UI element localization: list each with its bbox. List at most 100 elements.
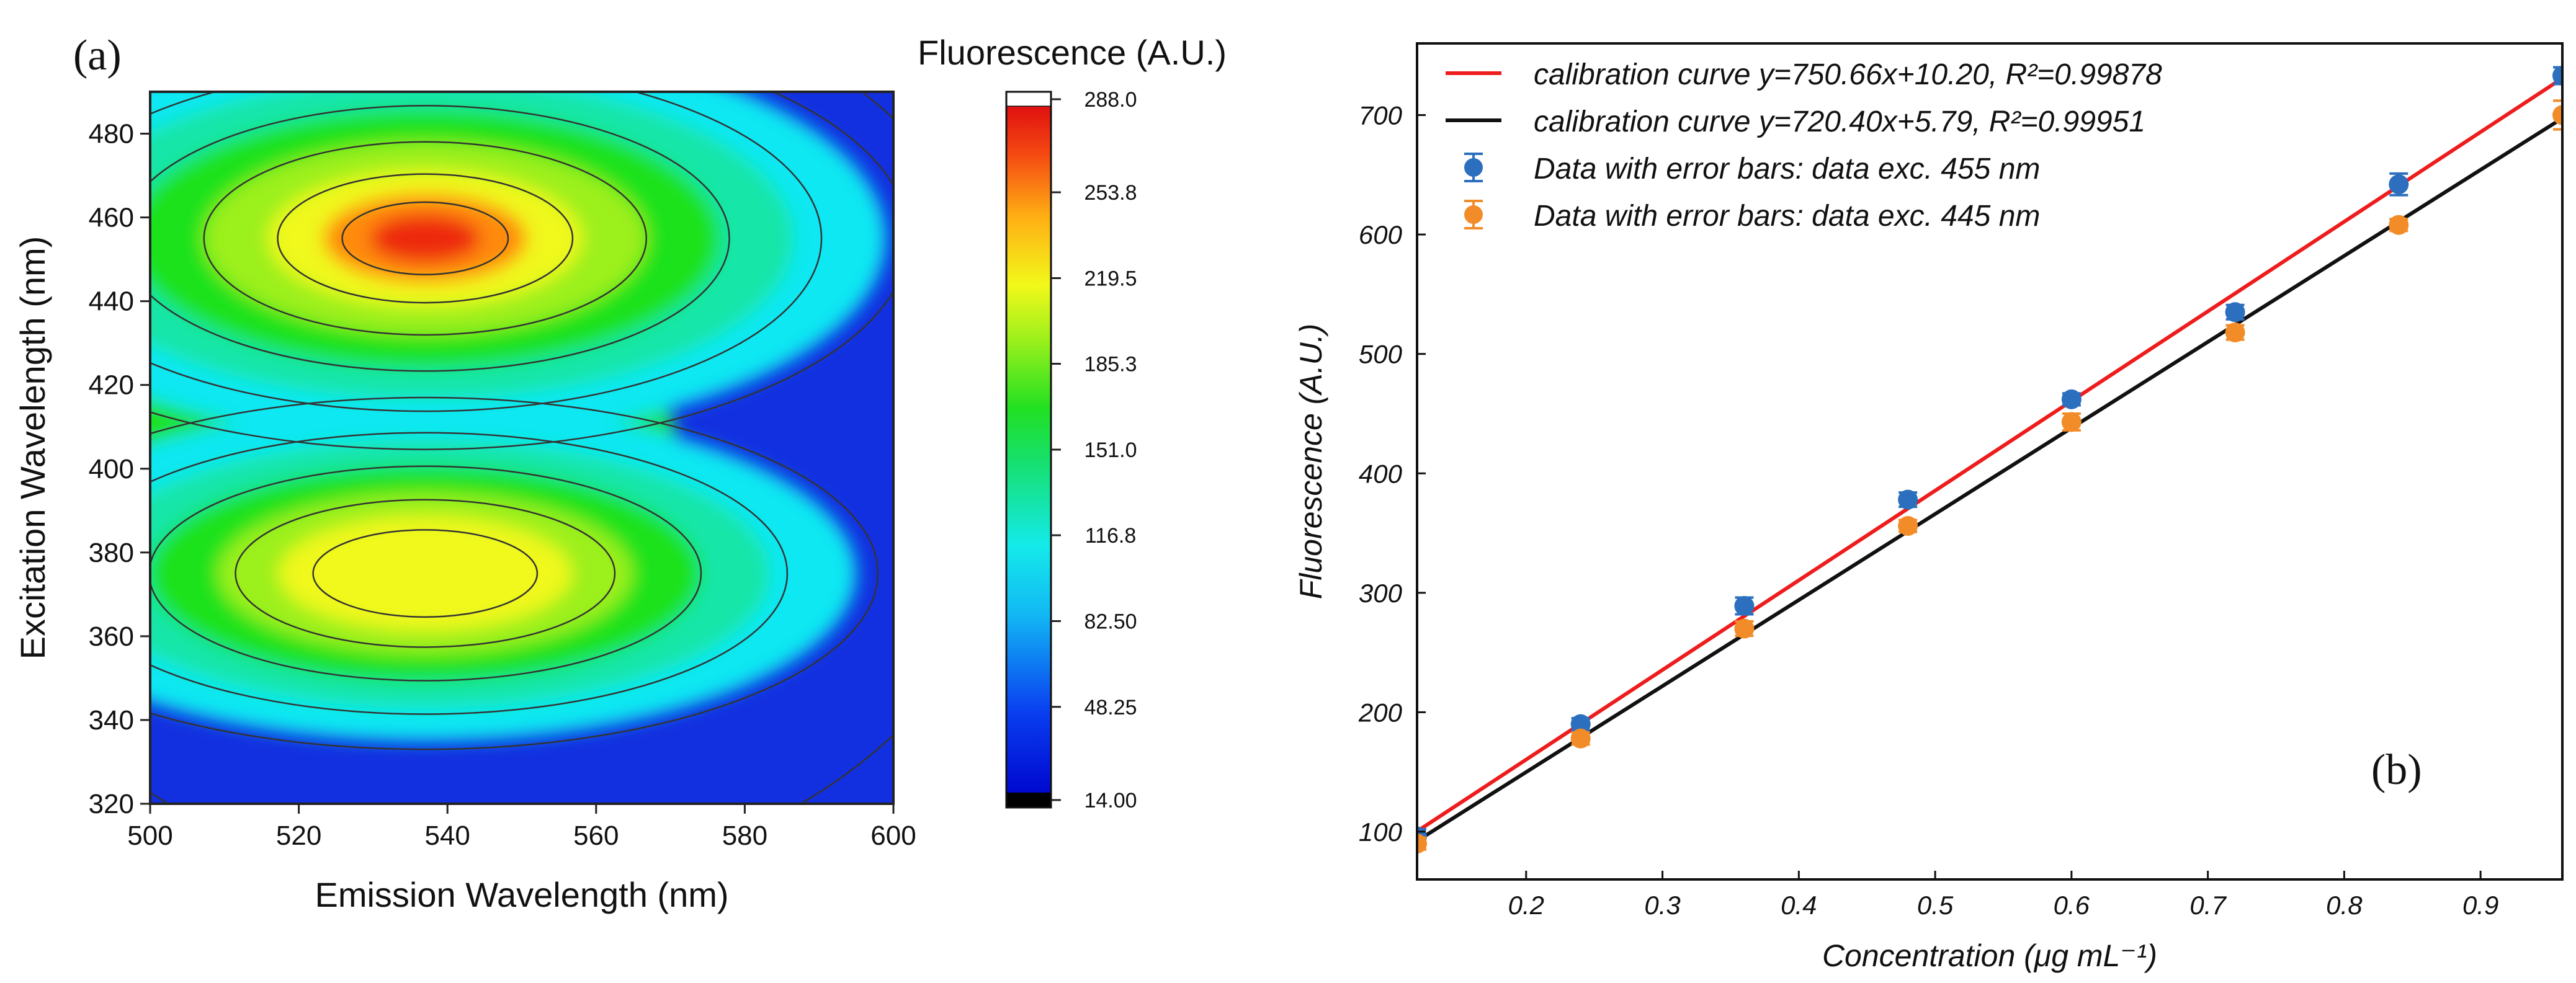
scatter-y-tick-label: 600 — [1359, 220, 1403, 249]
scatter-y-tick-label: 500 — [1359, 340, 1403, 369]
colorbar-tick-label: 14.00 — [1084, 789, 1137, 812]
heatmap-y-tick-label: 360 — [89, 621, 134, 652]
heatmap-y-tick-label: 460 — [89, 203, 134, 233]
heatmap-contour-1-2 — [150, 465, 702, 682]
legend-label-blue-data: Data with error bars: data exc. 455 nm — [1534, 153, 2040, 185]
scatter-x-tick-label: 0.5 — [1917, 891, 1954, 920]
data-point-series0 — [1734, 596, 1755, 616]
heatmap-y-tick-label: 320 — [89, 789, 134, 819]
legend-marker-blue — [1464, 153, 1483, 182]
calibration-line-0 — [1417, 76, 2562, 833]
colorbar-ticks: 14.00 48.25 82.50 116.8 151.0 185.3 219.5 253.8… — [1051, 88, 1137, 812]
heatmap-y-tick-label: 440 — [89, 287, 134, 317]
scatter-y-label: Fluorescence (A.U.) — [1294, 324, 1328, 600]
heatmap-x-tick-label: 520 — [276, 821, 321, 851]
heatmap-x-tick-label: 560 — [573, 821, 619, 851]
scatter-x-tick-label: 0.2 — [1508, 891, 1544, 920]
calibration-lines — [1417, 76, 2562, 843]
calibration-line-1 — [1417, 117, 2562, 843]
heatmap-level-0-6 — [370, 214, 481, 263]
scatter-y-axis: 100 200 300 400 500 600 700 — [1358, 101, 1426, 847]
heatmap-contour-0-2 — [150, 105, 730, 372]
heatmap-x-tick-label: 540 — [424, 821, 470, 851]
heatmap-contour-1-1 — [150, 432, 788, 715]
panel-a-label: (a) — [73, 32, 122, 79]
data-point-series0 — [1898, 489, 1918, 510]
scatter-x-tick-label: 0.8 — [2326, 891, 2363, 920]
scatter-x-tick-label: 0.4 — [1781, 891, 1817, 920]
heatmap-contour-0-1 — [150, 92, 823, 412]
scatter-x-tick-label: 0.6 — [2054, 891, 2090, 920]
colorbar: 14.00 48.25 82.50 116.8 151.0 185.3 219.5 253.8… — [1005, 88, 1137, 812]
panel-b: 0.2 0.3 0.4 0.5 0.6 0.7 0.8 0.9 100 200 300 400 500… — [1294, 42, 2564, 973]
scatter-y-tick-label: 300 — [1359, 579, 1403, 608]
scatter-x-tick-label: 0.3 — [1644, 891, 1680, 920]
heatmap-contour-1-0 — [150, 396, 879, 750]
colorbar-tick-label: 48.25 — [1084, 696, 1137, 719]
legend-label-red-line: calibration curve y=750.66x+10.20, R²=0.… — [1534, 58, 2162, 91]
heatmap-y-label: Excitation Wavelength (nm) — [13, 236, 52, 660]
colorbar-title: Fluorescence (A.U.) — [918, 33, 1227, 72]
panel-b-label: (b) — [2371, 746, 2422, 794]
scatter-y-tick-label: 700 — [1359, 101, 1403, 130]
heatmap-x-label: Emission Wavelength (nm) — [315, 875, 728, 914]
colorbar-tick-label: 219.5 — [1084, 267, 1137, 291]
data-point-series0 — [2225, 302, 2245, 322]
heatmap-y-tick-label: 400 — [89, 454, 134, 484]
data-point-series1 — [1898, 515, 1918, 536]
heatmap-y-tick-label: 420 — [89, 370, 134, 401]
scatter-points — [1417, 65, 2562, 854]
heatmap-contour-0-5 — [341, 201, 509, 275]
colorbar-cap-black — [1006, 793, 1051, 807]
data-point-series1 — [2389, 215, 2409, 235]
heatmap-y-tick-label: 340 — [89, 705, 134, 736]
colorbar-tick-label: 116.8 — [1085, 524, 1137, 548]
heatmap-fill — [150, 92, 886, 741]
legend-label-orange-data: Data with error bars: data exc. 445 nm — [1534, 200, 2040, 233]
colorbar-tick-label: 151.0 — [1084, 438, 1137, 462]
heatmap-contour-1-4 — [312, 529, 539, 618]
heatmap-frame — [149, 91, 895, 805]
colorbar-cap-white — [1005, 91, 1052, 108]
heatmap-contour-0-0 — [150, 92, 893, 450]
scatter-y-tick-label: 100 — [1359, 817, 1403, 847]
scatter-x-axis: 0.2 0.3 0.4 0.5 0.6 0.7 0.8 0.9 — [1508, 871, 2498, 920]
data-point-series0 — [1570, 714, 1591, 734]
legend: calibration curve y=750.66x+10.20, R²=0.… — [1446, 58, 2162, 233]
scatter-y-tick-label: 400 — [1359, 459, 1403, 488]
data-point-series0 — [2552, 65, 2562, 86]
data-point-series0 — [2389, 172, 2409, 197]
heatmap-contour-0-3 — [203, 141, 648, 336]
colorbar-tick-label: 185.3 — [1084, 353, 1137, 376]
scatter-x-label: Concentration (μg mL⁻¹) — [1822, 938, 2157, 973]
colorbar-gradient — [1006, 107, 1051, 793]
data-point-series1 — [1417, 834, 1427, 854]
data-point-series0 — [2061, 389, 2082, 409]
heatmap-contour-1-3 — [235, 499, 616, 648]
data-point-series1 — [2061, 412, 2082, 432]
scatter-frame — [1416, 42, 2564, 881]
data-point-series1 — [1570, 728, 1591, 749]
heatmap-y-tick-label: 380 — [89, 538, 134, 568]
colorbar-tick-label: 82.50 — [1084, 610, 1137, 634]
heatmap-x-tick-label: 580 — [722, 821, 767, 851]
legend-marker-orange — [1464, 200, 1483, 229]
data-point-series1 — [2225, 322, 2245, 343]
legend-label-black-line: calibration curve y=720.40x+5.79, R²=0.9… — [1534, 105, 2145, 138]
data-point-series1 — [2552, 99, 2562, 131]
heatmap-x-tick-label: 500 — [127, 821, 172, 851]
scatter-x-tick-label: 0.7 — [2189, 891, 2227, 920]
scatter-frame-bg — [1417, 43, 2562, 879]
scatter-x-tick-label: 0.9 — [2462, 891, 2498, 920]
heatmap-contours — [150, 92, 893, 804]
heatmap-level-1-4 — [279, 516, 572, 631]
heatmap-x-tick-label: 600 — [870, 821, 916, 851]
colorbar-tick-label: 288.0 — [1084, 88, 1137, 112]
panel-a: (a) Fluorescence (A.U.) 500 520 540 560 580 6… — [13, 32, 1227, 914]
colorbar-tick-label: 253.8 — [1084, 181, 1137, 205]
heatmap-x-axis: 500 520 540 560 580 600 — [127, 804, 916, 851]
heatmap-contour-0-4 — [277, 173, 574, 304]
heatmap-plot-area — [150, 92, 893, 804]
data-point-series1 — [1734, 618, 1755, 639]
